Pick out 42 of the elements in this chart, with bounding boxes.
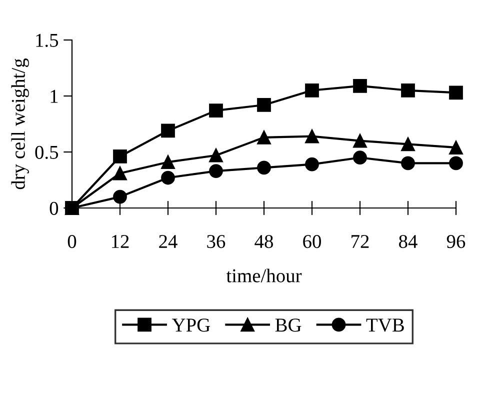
point — [209, 164, 223, 178]
legend-label: TVB — [366, 318, 404, 332]
point — [401, 156, 415, 170]
point — [257, 160, 271, 175]
point — [401, 83, 415, 98]
x-tick-label: 12 — [112, 235, 129, 248]
x-tick-label: 48 — [254, 234, 273, 248]
x-axis-title: time/hour — [226, 268, 302, 282]
y-tick-label: 0.5 — [35, 146, 58, 160]
point — [449, 140, 463, 154]
y-tick-label: 0 — [50, 202, 58, 215]
legend-label: YPG — [172, 318, 210, 332]
y-tick-label: 1.5 — [36, 34, 58, 48]
point — [113, 150, 127, 164]
x-tick-label: 24 — [159, 235, 178, 248]
point — [113, 166, 127, 180]
x-tick-label: 84 — [399, 234, 418, 248]
point — [161, 170, 175, 185]
x-tick-label: 60 — [303, 234, 321, 248]
point — [353, 150, 367, 165]
point — [113, 190, 127, 204]
y-axis-title: dry cell weight/g — [11, 58, 29, 190]
point — [209, 148, 223, 162]
point — [401, 137, 415, 152]
point — [353, 134, 367, 148]
x-tick-label: 36 — [207, 235, 226, 248]
point — [257, 98, 271, 112]
point — [449, 86, 463, 100]
point — [305, 83, 319, 98]
x-tick-label: 0 — [68, 234, 76, 248]
point — [161, 124, 175, 138]
x-tick-label: 96 — [446, 235, 466, 248]
point — [161, 155, 175, 170]
x-tick-label: 72 — [352, 235, 369, 248]
legend-label: BG — [275, 318, 302, 332]
point — [257, 130, 271, 144]
point — [305, 129, 319, 144]
point — [353, 78, 367, 93]
y-tick-label: 1 — [50, 90, 58, 103]
point — [449, 156, 463, 170]
point — [209, 104, 223, 118]
point — [305, 157, 319, 172]
